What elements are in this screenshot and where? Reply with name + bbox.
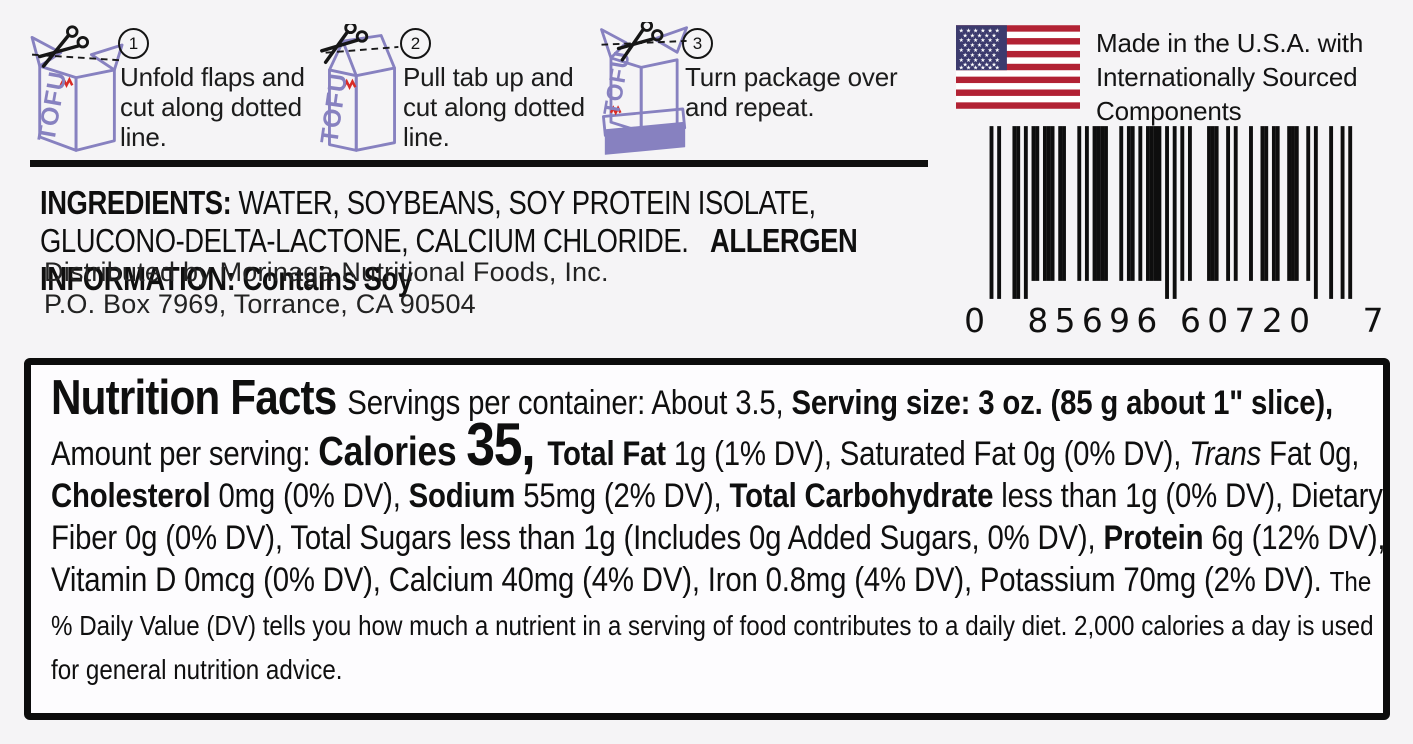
svg-text:★★★★★: ★★★★★ [963, 42, 999, 49]
step-3-number-badge: 3 [682, 28, 713, 59]
step-3-text: Turn package over and repeat. [685, 62, 898, 122]
scissors-icon [616, 22, 664, 62]
allergen-info: ALLERGEN INFORMATION: Contains Soy [40, 222, 858, 297]
serving-size: Serving size: 3 oz. (85 g about 1" slice… [791, 384, 1333, 422]
made-in-usa-text: Made in the U.S.A. with Internationally … [1096, 28, 1364, 126]
barcode-digit-right: 7 [1363, 302, 1384, 336]
distributor-address: P.O. Box 7969, Torrance, CA 90504 [44, 289, 476, 319]
tofu-carton-pull-tab-icon: TOFU [315, 24, 399, 152]
svg-text:★★★★★★: ★★★★★★ [959, 37, 1002, 44]
divider-rule [30, 160, 928, 167]
svg-text:★★★★★: ★★★★★ [963, 32, 999, 39]
total-fat-label: Total Fat [547, 435, 674, 473]
cholesterol-value: 0mg (0% DV), [218, 477, 409, 515]
svg-text:★★★★★★: ★★★★★★ [959, 27, 1002, 34]
us-flag-icon: ★★★★★★ ★★★★★ ★★★★★★ ★★★★★ ★★★★★★ ★★★★★ ★… [956, 25, 1080, 109]
scissors-icon [320, 24, 369, 65]
svg-text:★★★★★: ★★★★★ [963, 62, 999, 69]
daily-value-footnote: The % Daily Value (DV) tells you how muc… [51, 566, 1374, 685]
amount-per-serving-label: Amount per serving: [51, 435, 319, 473]
svg-text:★★★★★★: ★★★★★★ [959, 57, 1002, 64]
trans-label: Trans [1189, 435, 1270, 473]
step-1-number-badge: 1 [118, 28, 149, 59]
total-carbohydrate-label: Total Carbohydrate [729, 477, 1002, 515]
carton-brand-text: TOFU [315, 71, 353, 145]
servings-per-container: Servings per container: About 3.5, [347, 384, 792, 422]
sodium-value: 55mg (2% DV), [523, 477, 730, 515]
ingredients-list: WATER, SOYBEANS, SOY PROTEIN ISOLATE, GL… [40, 184, 816, 259]
upc-barcode: 0 85696 60720 7 [964, 126, 1384, 336]
protein-label: Protein [1103, 519, 1212, 557]
distributor-block: Distributed by Morinaga Nutritional Food… [44, 256, 609, 320]
distributor-text: Distributed by Morinaga Nutritional Food… [44, 257, 609, 287]
ingredients-block: INGREDIENTS: WATER, SOYBEANS, SOY PROTEI… [40, 184, 936, 298]
sodium-label: Sodium [408, 477, 524, 515]
step-2-number-badge: 2 [400, 28, 431, 59]
nutrition-title: Nutrition Facts [51, 371, 348, 425]
barcode-bars [989, 126, 1353, 299]
svg-text:★★★★★: ★★★★★ [963, 52, 999, 59]
vitamins-minerals-values: 6g (12% DV), Vitamin D 0mcg (0% DV), Cal… [51, 519, 1386, 599]
trans-fat-value: Fat 0g, [1269, 435, 1360, 473]
carbohydrate-values: less than 1g (0% DV), Dietary Fiber 0g (… [51, 477, 1383, 557]
total-fat-value: 1g (1% DV), Saturated Fat 0g (0% DV), [673, 435, 1190, 473]
barcode-digit-left: 0 [964, 302, 985, 336]
carton-brand-text: TOFU [598, 49, 635, 118]
cholesterol-label: Cholesterol [51, 477, 219, 515]
barcode-digits-group1: 85696 [1027, 302, 1163, 336]
step-2-text: Pull tab up and cut along dotted line. [403, 62, 585, 152]
nutrition-facts-text: Nutrition Facts Servings per container: … [51, 374, 1393, 691]
barcode-digits-group2: 60720 [1180, 302, 1316, 336]
tofu-carton-flipped-icon: TOFU [598, 22, 689, 155]
ingredients-label: INGREDIENTS: [40, 184, 239, 221]
svg-text:★★★★★★: ★★★★★★ [959, 64, 1002, 71]
scissors-icon [37, 25, 90, 68]
calories-value: 35, [466, 411, 548, 478]
calories-label: Calories [318, 428, 467, 474]
svg-text:★★★★★★: ★★★★★★ [959, 47, 1002, 54]
step-1-text: Unfold flaps and cut along dotted line. [120, 62, 305, 152]
nutrition-facts-panel: Nutrition Facts Servings per container: … [24, 358, 1390, 720]
tofu-carton-cut-top-icon: TOFU [30, 25, 124, 152]
